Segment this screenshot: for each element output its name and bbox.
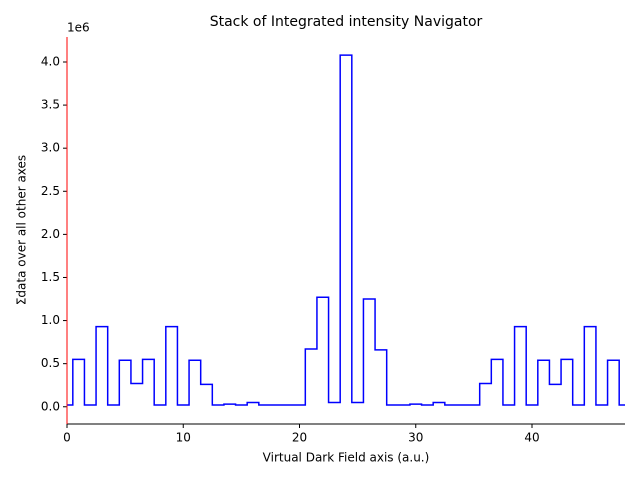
y-axis-label: Σdata over all other axes xyxy=(15,155,29,305)
y-tick-label: 4.0 xyxy=(41,54,60,68)
y-tick-label: 3.0 xyxy=(41,141,60,155)
x-axis-label: Virtual Dark Field axis (a.u.) xyxy=(263,451,430,465)
chart-title: Stack of Integrated intensity Navigator xyxy=(210,14,483,30)
x-tick-label: 0 xyxy=(63,431,71,445)
y-offset-label: 1e6 xyxy=(67,21,90,35)
x-tick-label: 20 xyxy=(292,431,307,445)
y-tick-label: 3.5 xyxy=(41,98,60,112)
x-tick-label: 10 xyxy=(176,431,191,445)
y-tick-label: 0.5 xyxy=(41,356,60,370)
step-line xyxy=(67,54,625,406)
y-tick-label: 2.0 xyxy=(41,227,60,241)
y-tick-label: 2.5 xyxy=(41,184,60,198)
y-tick-label: 1.5 xyxy=(41,270,60,284)
x-tick-label: 30 xyxy=(408,431,423,445)
y-tick-label: 0.0 xyxy=(41,399,60,413)
x-tick-label: 40 xyxy=(524,431,539,445)
y-tick-label: 1.0 xyxy=(41,313,60,327)
